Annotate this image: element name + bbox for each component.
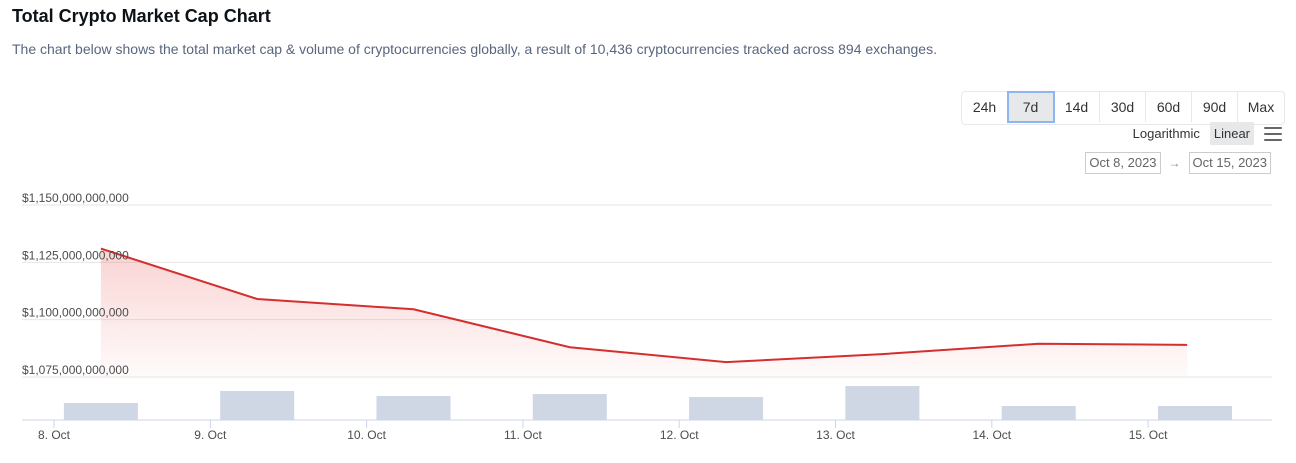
range-max-button[interactable]: Max bbox=[1247, 99, 1275, 115]
range-30d-button[interactable]: 30d bbox=[1100, 92, 1146, 122]
scale-selector: Logarithmic Linear bbox=[1129, 122, 1282, 145]
range-24h-button[interactable]: 24h bbox=[962, 92, 1008, 122]
page-title: Total Crypto Market Cap Chart bbox=[12, 6, 271, 26]
y-tick-label: $1,100,000,000,000 bbox=[22, 306, 129, 320]
page-subtitle: The chart below shows the total market c… bbox=[12, 41, 937, 57]
date-range: Oct 8, 2023 → Oct 15, 2023 bbox=[1085, 152, 1271, 174]
volume-bar bbox=[220, 391, 295, 420]
range-60d-button[interactable]: 60d bbox=[1146, 92, 1192, 122]
date-from-input[interactable]: Oct 8, 2023 bbox=[1085, 152, 1161, 174]
hamburger-menu-icon[interactable] bbox=[1264, 126, 1282, 141]
x-tick-label: 13. Oct bbox=[816, 428, 855, 442]
volume-bar bbox=[1001, 406, 1076, 420]
range-90d-button[interactable]: 90d bbox=[1192, 92, 1238, 122]
market-cap-area bbox=[100, 248, 1188, 377]
range-7d-button[interactable]: 7d bbox=[1007, 91, 1055, 123]
scale-linear-button[interactable]: Linear bbox=[1209, 122, 1254, 145]
y-tick-label: $1,125,000,000,000 bbox=[22, 248, 129, 262]
time-range-selector: 24h 7d 14d 30d 60d 90d Max bbox=[961, 91, 1285, 125]
x-tick-label: 15. Oct bbox=[1129, 428, 1168, 442]
volume-bar bbox=[845, 386, 920, 420]
volume-bar bbox=[63, 403, 138, 420]
range-14d-button[interactable]: 14d bbox=[1054, 92, 1100, 122]
y-tick-label: $1,150,000,000,000 bbox=[22, 191, 129, 205]
arrow-right-icon: → bbox=[1168, 156, 1181, 170]
x-tick-label: 11. Oct bbox=[504, 428, 542, 442]
market-cap-line bbox=[100, 247, 1188, 364]
volume-bar bbox=[376, 396, 451, 420]
x-tick-label: 8. Oct bbox=[38, 428, 71, 442]
y-tick-label: $1,075,000,000,000 bbox=[22, 363, 129, 377]
volume-bar bbox=[532, 394, 607, 420]
volume-bar bbox=[689, 397, 764, 420]
volume-bar bbox=[1157, 406, 1232, 420]
x-tick-label: 10. Oct bbox=[347, 428, 386, 442]
scale-logarithmic-button[interactable]: Logarithmic bbox=[1132, 126, 1200, 141]
date-to-input[interactable]: Oct 15, 2023 bbox=[1188, 152, 1271, 174]
x-tick-label: 12. Oct bbox=[660, 428, 699, 442]
x-tick-label: 14. Oct bbox=[972, 428, 1011, 442]
x-tick-label: 9. Oct bbox=[194, 428, 227, 442]
